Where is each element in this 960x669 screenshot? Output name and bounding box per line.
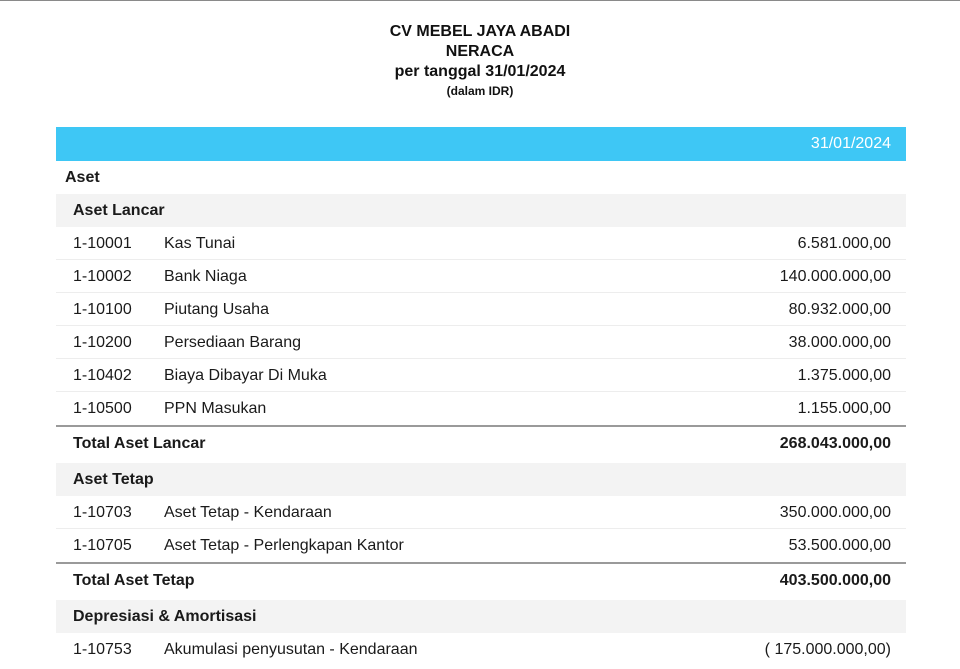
account-amount: 53.500.000,00 (788, 537, 891, 554)
account-amount: 80.932.000,00 (788, 301, 891, 318)
report-period: per tanggal 31/01/2024 (394, 63, 566, 80)
account-name: Piutang Usaha (164, 301, 269, 318)
account-name: Aset Tetap - Kendaraan (164, 504, 332, 521)
total-amount: 403.500.000,00 (779, 572, 891, 589)
currency-note: (dalam IDR) (446, 84, 514, 98)
group-row-aset: Aset (65, 169, 100, 186)
account-amount: 140.000.000,00 (779, 268, 891, 285)
account-name: Bank Niaga (164, 268, 247, 285)
date-column-header: 31/01/2024 (56, 127, 906, 161)
account-code: 1-10001 (73, 235, 132, 252)
balance-sheet-table: 31/01/2024 Aset Aset Lancar 1-10001 Kas … (56, 127, 906, 666)
account-name: Aset Tetap - Perlengkapan Kantor (164, 537, 404, 554)
section-header: Aset Lancar (56, 194, 906, 227)
account-row[interactable]: 1-10753 Akumulasi penyusutan - Kendaraan… (56, 633, 906, 666)
section-header: Aset Tetap (56, 463, 906, 496)
account-code: 1-10100 (73, 301, 132, 318)
report-header: CV MEBEL JAYA ABADI NERACA per tanggal 3… (0, 22, 960, 99)
account-row[interactable]: 1-10001 Kas Tunai 6.581.000,00 (56, 227, 906, 260)
account-code: 1-10703 (73, 504, 132, 521)
account-row[interactable]: 1-10402 Biaya Dibayar Di Muka 1.375.000,… (56, 359, 906, 392)
account-code: 1-10705 (73, 537, 132, 554)
total-label: Total Aset Tetap (73, 572, 195, 589)
account-row[interactable]: 1-10200 Persediaan Barang 38.000.000,00 (56, 326, 906, 359)
account-name: Kas Tunai (164, 235, 236, 252)
account-amount: 38.000.000,00 (788, 334, 891, 351)
account-name: PPN Masukan (164, 400, 267, 417)
total-row: Total Aset Tetap 403.500.000,00 (56, 562, 906, 598)
account-row[interactable]: 1-10500 PPN Masukan 1.155.000,00 (56, 392, 906, 425)
company-name: CV MEBEL JAYA ABADI (389, 23, 571, 40)
total-label: Total Aset Lancar (73, 435, 206, 452)
account-row[interactable]: 1-10703 Aset Tetap - Kendaraan 350.000.0… (56, 496, 906, 529)
total-row: Total Aset Lancar 268.043.000,00 (56, 425, 906, 461)
account-name: Biaya Dibayar Di Muka (164, 367, 327, 384)
account-name: Persediaan Barang (164, 334, 301, 351)
account-code: 1-10002 (73, 268, 132, 285)
account-row[interactable]: 1-10100 Piutang Usaha 80.932.000,00 (56, 293, 906, 326)
report-title: NERACA (445, 43, 515, 60)
account-amount: 1.155.000,00 (797, 400, 891, 417)
section-header: Depresiasi & Amortisasi (56, 600, 906, 633)
account-name: Akumulasi penyusutan - Kendaraan (164, 641, 418, 658)
account-row[interactable]: 1-10705 Aset Tetap - Perlengkapan Kantor… (56, 529, 906, 562)
top-border (0, 0, 960, 1)
account-amount: 350.000.000,00 (779, 504, 891, 521)
account-code: 1-10500 (73, 400, 132, 417)
account-code: 1-10753 (73, 641, 132, 658)
account-row[interactable]: 1-10002 Bank Niaga 140.000.000,00 (56, 260, 906, 293)
account-code: 1-10200 (73, 334, 132, 351)
account-amount: 6.581.000,00 (797, 235, 891, 252)
account-code: 1-10402 (73, 367, 132, 384)
account-amount: ( 175.000.000,00) (764, 641, 891, 658)
total-amount: 268.043.000,00 (779, 435, 891, 452)
account-amount: 1.375.000,00 (797, 367, 891, 384)
